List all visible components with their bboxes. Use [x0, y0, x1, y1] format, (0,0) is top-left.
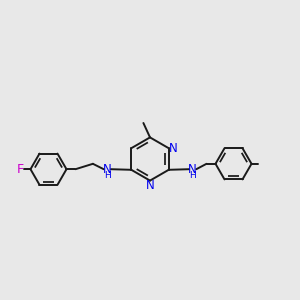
Text: N: N: [169, 142, 178, 155]
Text: N: N: [103, 163, 112, 176]
Text: N: N: [146, 179, 154, 192]
Text: H: H: [189, 171, 196, 180]
Text: H: H: [104, 171, 111, 180]
Text: F: F: [17, 163, 24, 176]
Text: N: N: [188, 163, 197, 176]
